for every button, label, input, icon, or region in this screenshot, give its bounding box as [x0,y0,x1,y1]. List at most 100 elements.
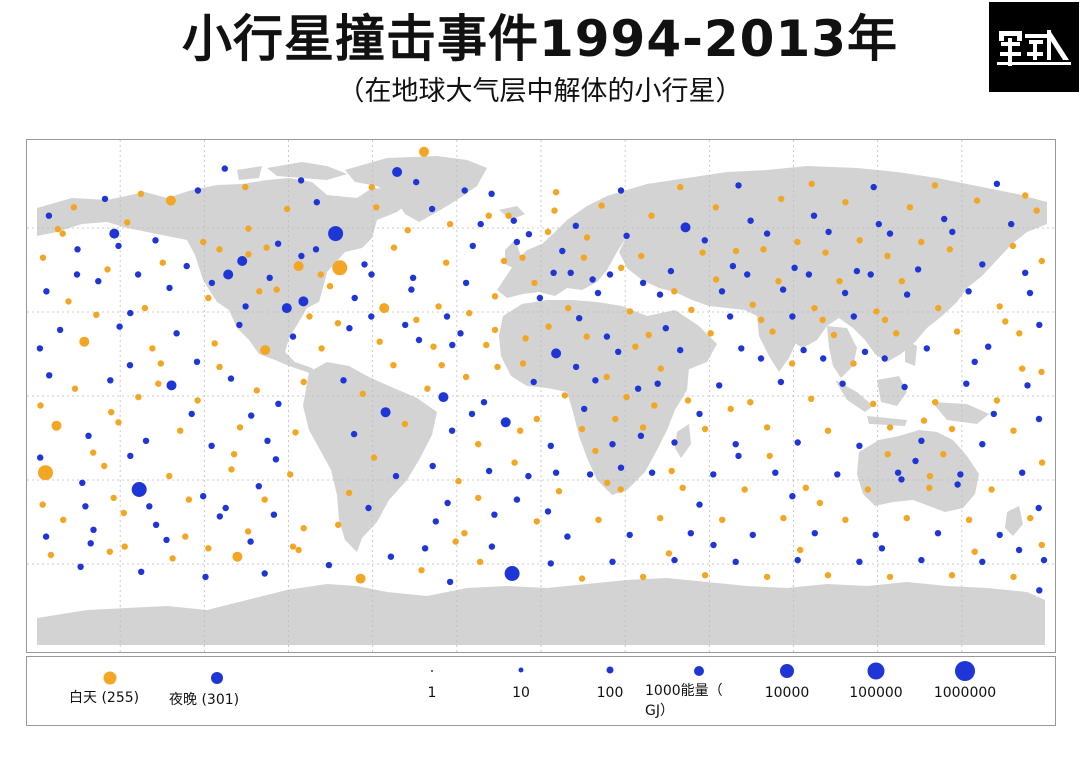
legend-scale-marker-100000 [867,662,885,680]
legend: 白天 (255) 夜晚 (301) 1 10 100 1000能量（ GJ） 1… [26,656,1056,726]
impact-events [36,146,1048,594]
night-impact-marker [109,228,120,239]
day-impact-marker [842,516,849,523]
land-madagascar [675,424,691,458]
night-impact-marker [791,264,798,271]
day-impact-marker [741,486,748,493]
day-impact-marker [293,261,304,272]
land-europe [497,194,647,298]
night-impact-marker [264,437,271,444]
day-impact-marker [200,238,207,246]
legend-day-label: 白天 (255) [69,690,139,706]
day-impact-marker [517,427,524,434]
night-impact-marker [586,471,594,478]
day-impact-marker [824,572,832,579]
night-impact-marker [462,279,470,287]
day-impact-marker [727,405,734,413]
night-impact-marker [609,558,616,565]
night-impact-marker [572,363,580,371]
day-impact-marker [931,182,939,189]
night-impact-marker [941,215,948,223]
day-impact-marker [273,286,280,293]
day-impact-marker [500,257,508,265]
day-impact-marker [808,395,815,402]
night-impact-marker [46,372,53,379]
day-impact-marker [491,293,499,300]
day-impact-marker [592,447,599,455]
day-impact-marker [632,343,639,350]
legend-scale-label-1: 1 [428,685,437,701]
night-impact-marker [718,288,726,295]
day-impact-marker [712,276,720,283]
day-impact-marker [373,204,380,211]
land-africa [499,300,689,495]
night-impact-marker [606,271,614,278]
night-impact-marker [615,348,622,355]
night-impact-marker [446,578,454,586]
night-impact-marker [134,271,142,278]
land-asia [607,166,1047,362]
night-impact-marker [312,246,320,253]
night-impact-marker [468,410,476,418]
night-impact-marker [248,412,255,419]
day-impact-marker [763,573,771,581]
day-impact-marker [808,180,815,187]
night-impact-marker [392,472,400,480]
night-impact-marker [918,437,925,444]
day-impact-marker [519,360,527,367]
night-impact-marker [850,313,857,320]
night-impact-marker [432,518,439,525]
day-impact-marker [544,228,552,236]
night-impact-marker [789,493,796,500]
day-impact-marker [906,204,914,211]
day-impact-marker [778,195,785,203]
day-impact-marker [545,323,552,330]
night-impact-marker [488,190,495,197]
legend-scale-marker-100 [606,666,614,674]
night-impact-marker [79,479,86,486]
night-impact-marker [368,271,375,278]
legend-canvas: 白天 (255) 夜晚 (301) 1 10 100 1000能量（ GJ） 1… [69,661,996,719]
night-impact-marker [127,452,134,460]
night-impact-marker [340,377,347,384]
night-impact-marker [805,271,813,278]
night-impact-marker [677,346,684,354]
day-impact-marker [115,419,122,426]
night-impact-marker [634,385,642,392]
night-impact-marker [800,346,807,354]
day-impact-marker [332,260,348,276]
night-impact-marker [811,530,818,537]
day-impact-marker [317,271,324,278]
day-impact-marker [39,254,47,261]
day-impact-marker [390,362,397,369]
night-impact-marker [710,541,717,549]
night-impact-marker [763,230,771,237]
night-impact-marker [1035,504,1042,512]
night-impact-marker [261,570,268,577]
day-impact-marker [935,304,942,312]
day-impact-marker [918,238,925,246]
land-japan [955,248,977,290]
night-impact-marker [1024,382,1031,389]
day-impact-marker [788,360,796,367]
night-impact-marker [696,410,703,418]
night-impact-marker [886,230,894,237]
day-impact-marker [157,360,164,367]
night-impact-marker [856,558,863,565]
day-impact-marker [873,308,880,315]
night-impact-marker [510,217,517,224]
night-impact-marker [592,377,599,384]
night-impact-marker [648,469,656,476]
night-impact-marker [380,407,391,418]
night-impact-marker [45,212,53,219]
day-impact-marker [359,390,366,397]
night-impact-marker [1022,269,1029,276]
land-borneo [877,376,907,406]
day-impact-marker [185,496,193,503]
day-impact-marker [797,546,804,554]
night-impact-marker [413,178,420,186]
day-impact-marker [684,397,692,404]
night-impact-marker [480,399,488,406]
night-impact-marker [208,442,215,449]
night-impact-marker [513,238,521,246]
